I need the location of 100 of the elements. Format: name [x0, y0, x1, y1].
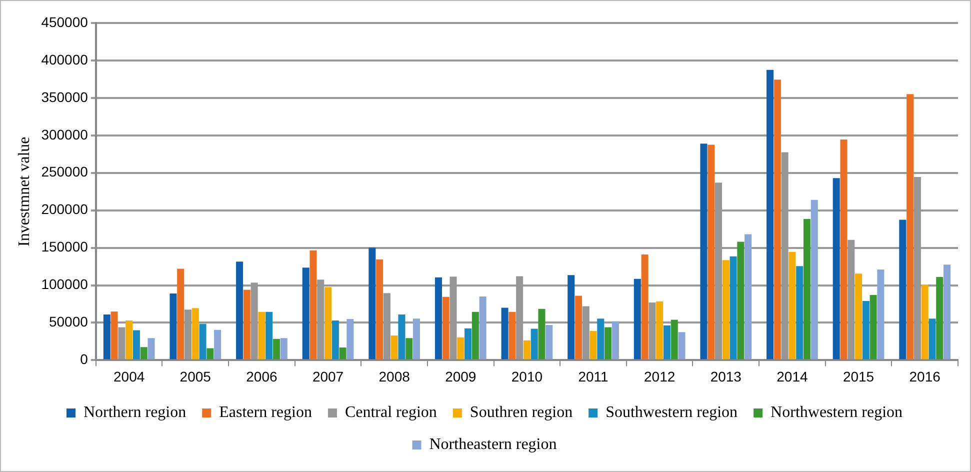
bar — [457, 337, 464, 360]
bar — [132, 330, 140, 360]
bar — [921, 284, 928, 360]
y-tick-label: 250000 — [41, 164, 88, 180]
bar — [346, 318, 354, 360]
bar — [376, 259, 384, 360]
bar — [928, 318, 936, 360]
legend-label: Eastern region — [219, 404, 312, 422]
bar — [538, 308, 546, 360]
x-tick-label: 2013 — [710, 368, 742, 384]
bar — [310, 250, 317, 360]
bar — [936, 277, 944, 360]
bar — [280, 338, 288, 360]
bar — [877, 270, 884, 360]
legend-label: Southwestern region — [606, 404, 738, 422]
bar — [730, 256, 737, 360]
bar — [501, 308, 508, 360]
bar — [840, 140, 848, 360]
x-tick-label: 2010 — [511, 368, 543, 384]
x-tick-label: 2016 — [909, 368, 941, 384]
bar — [368, 248, 376, 360]
x-tick-label: 2009 — [445, 368, 476, 384]
y-tick-label: 0 — [80, 351, 88, 368]
bar — [906, 94, 914, 360]
bar — [266, 312, 273, 360]
bar — [530, 328, 538, 360]
x-tick-label: 2004 — [113, 368, 145, 384]
bar — [148, 338, 155, 360]
y-tick-label: 300000 — [41, 126, 88, 142]
bar — [236, 262, 244, 360]
x-tick-label: 2012 — [644, 368, 676, 384]
bar — [398, 314, 406, 360]
y-tick-label: 350000 — [41, 88, 88, 105]
bar — [479, 296, 486, 360]
y-tick-label: 400000 — [41, 51, 88, 68]
bar — [324, 287, 332, 360]
bar — [442, 296, 450, 360]
x-tick-label: 2006 — [246, 368, 278, 384]
y-tick-label: 150000 — [41, 238, 88, 255]
bar — [523, 340, 530, 360]
bar — [678, 332, 686, 360]
bar — [737, 242, 744, 360]
bar — [126, 320, 133, 360]
bar — [597, 318, 604, 360]
bar — [634, 278, 641, 360]
x-tick-label: 2008 — [378, 368, 410, 384]
y-tick-label: 200000 — [41, 201, 88, 218]
legend-label: Central region — [344, 404, 437, 422]
bar — [803, 218, 811, 360]
bar — [590, 330, 597, 360]
bar — [656, 301, 664, 360]
x-tick-label: 2011 — [578, 368, 609, 384]
y-tick-label: 450000 — [41, 14, 88, 30]
bar — [508, 312, 516, 360]
bar — [472, 312, 479, 360]
bar — [612, 321, 619, 360]
bar — [899, 220, 906, 360]
bar — [546, 324, 553, 360]
bar — [206, 348, 214, 360]
bar — [302, 268, 310, 360]
bar — [118, 327, 126, 360]
bar — [110, 311, 118, 360]
bar — [390, 335, 398, 360]
bar — [744, 234, 752, 360]
bar — [862, 301, 870, 360]
bar — [214, 330, 222, 360]
bar — [944, 264, 951, 360]
bar — [170, 294, 177, 360]
bar — [832, 178, 840, 360]
x-tick-label: 2007 — [312, 368, 344, 384]
y-tick-label: 50000 — [48, 314, 88, 330]
bar — [670, 320, 678, 360]
bar — [332, 320, 339, 360]
bar — [258, 312, 266, 360]
bar — [177, 268, 184, 360]
bar — [641, 254, 648, 360]
bar — [464, 328, 472, 360]
x-tick-label: 2014 — [776, 368, 808, 384]
bar — [663, 325, 670, 360]
bar — [103, 314, 110, 360]
bar — [870, 295, 877, 360]
x-tick-label: 2005 — [180, 368, 212, 384]
bar — [140, 347, 148, 360]
bar — [243, 290, 250, 360]
bar — [412, 318, 420, 360]
bar — [406, 338, 413, 360]
legend-label: Northwestern region — [770, 404, 903, 422]
bar — [708, 144, 715, 360]
bar — [774, 80, 781, 360]
bar — [199, 324, 206, 360]
bar — [788, 252, 796, 360]
bar — [434, 277, 442, 360]
bar — [192, 308, 199, 360]
bar — [574, 296, 582, 360]
bar — [568, 275, 575, 360]
bar — [339, 347, 346, 360]
bar — [722, 260, 730, 360]
legend-label: Southren region — [470, 404, 573, 422]
legend-label: Northern region — [83, 404, 186, 422]
y-axis-title: Investmnet value — [16, 136, 33, 246]
